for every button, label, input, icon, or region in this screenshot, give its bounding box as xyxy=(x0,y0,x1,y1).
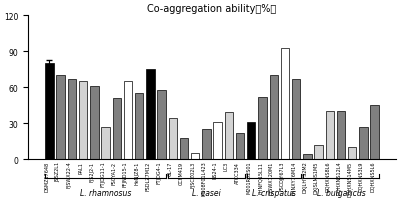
Bar xyxy=(348,147,356,160)
Bar xyxy=(303,155,312,160)
Bar xyxy=(101,127,110,160)
Bar xyxy=(247,122,256,160)
Text: L. crispatus: L. crispatus xyxy=(252,188,296,197)
Bar xyxy=(292,80,300,160)
Bar xyxy=(236,133,244,160)
Text: L. casei: L. casei xyxy=(192,188,221,197)
Text: L. bulgaricus: L. bulgaricus xyxy=(317,188,365,197)
Bar xyxy=(168,119,177,160)
Bar xyxy=(135,94,143,160)
Bar xyxy=(337,112,345,160)
Bar xyxy=(157,90,166,160)
Bar xyxy=(281,49,289,160)
Bar xyxy=(258,98,267,160)
Bar xyxy=(359,127,368,160)
Bar xyxy=(202,130,211,160)
Bar xyxy=(146,70,154,160)
Bar xyxy=(191,154,200,160)
Bar xyxy=(314,145,323,160)
Bar xyxy=(225,113,233,160)
Bar xyxy=(68,80,76,160)
Bar xyxy=(214,122,222,160)
Bar xyxy=(124,82,132,160)
Bar xyxy=(180,138,188,160)
Bar xyxy=(326,112,334,160)
Bar xyxy=(90,87,98,160)
Bar xyxy=(270,76,278,160)
Bar xyxy=(112,99,121,160)
Bar xyxy=(56,76,65,160)
Bar xyxy=(79,82,87,160)
Text: L. rhamnosus: L. rhamnosus xyxy=(80,188,131,197)
Title: Co-aggregation ability（%）: Co-aggregation ability（%） xyxy=(148,4,277,14)
Bar xyxy=(45,64,54,160)
Bar xyxy=(370,106,379,160)
